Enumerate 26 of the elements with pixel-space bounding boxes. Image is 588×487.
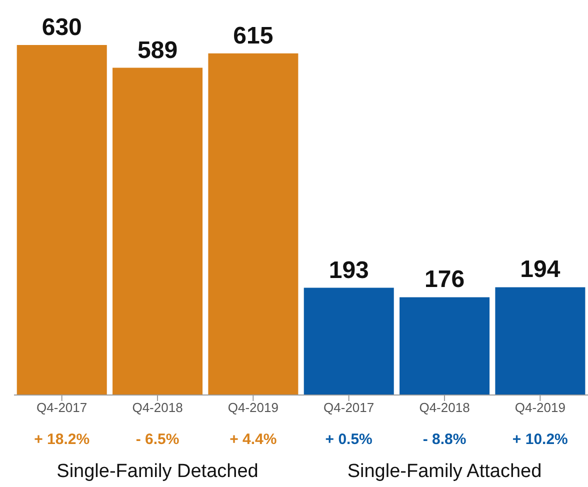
bar [495,287,586,395]
text: - 6.5% [136,431,180,448]
bar [208,53,298,395]
data-label: 589 [138,36,178,64]
x-tick-label: Q4-2017 [36,400,88,416]
x-tick-label: Q4-2018 [132,400,183,416]
data-label: 193 [328,256,369,284]
bar [16,45,107,395]
text: + 4.4% [230,431,277,448]
text: Single-Family Attached [347,461,542,482]
x-tick-label: Q4-2017 [324,400,374,416]
text: + 18.2% [34,431,90,448]
data-label: 176 [424,266,465,294]
text: Single-Family Detached [56,461,258,482]
text: + 10.2% [512,431,568,448]
bar [400,297,490,395]
text: + 0.5% [325,431,372,448]
bar [112,68,203,395]
x-tick-label: Q4-2018 [419,400,470,416]
x-tick-label: Q4-2019 [228,400,278,416]
bar [304,288,394,395]
x-tick-label: Q4-2019 [514,400,566,416]
data-label: 194 [520,256,561,284]
text: - 8.8% [422,431,466,448]
data-label: 615 [233,22,274,50]
data-label: 630 [42,14,82,41]
